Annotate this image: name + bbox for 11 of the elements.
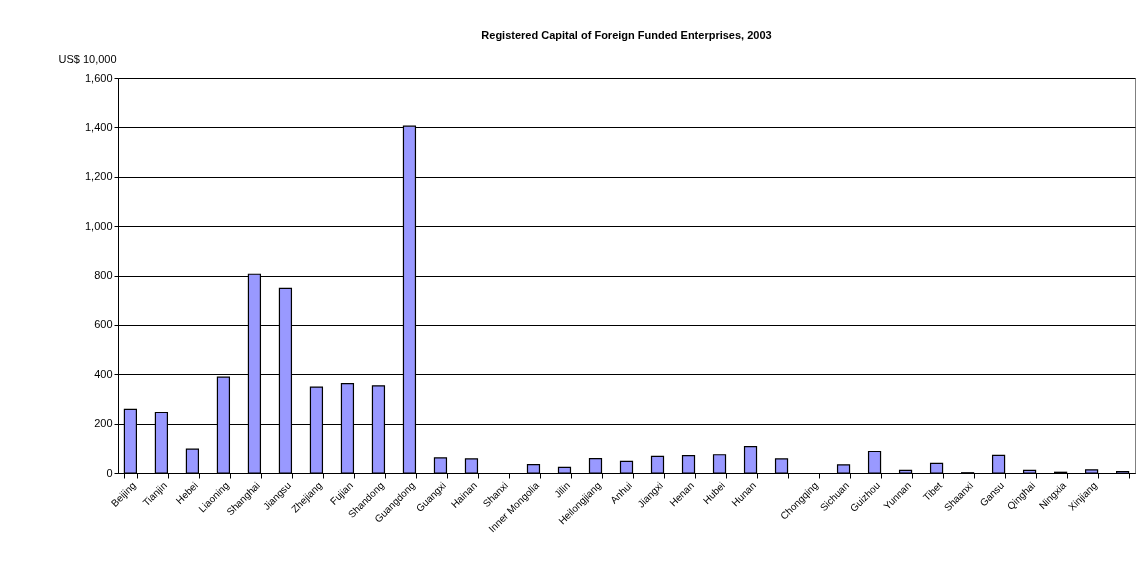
- y-axis-title: US$ 10,000: [58, 52, 117, 65]
- y-tick-label: 1,600: [84, 71, 113, 84]
- chart-title: Registered Capital of Foreign Funded Enterprises, 2003: [481, 29, 772, 41]
- y-tick-label: 1,000: [84, 219, 113, 232]
- y-tick-label: 1,400: [84, 120, 113, 133]
- y-tick-label: 0: [106, 466, 113, 479]
- y-tick-label: 1,200: [84, 170, 113, 183]
- y-tick-label: 200: [94, 417, 113, 430]
- y-tick-label: 800: [94, 269, 113, 281]
- y-tick-label: 400: [94, 367, 113, 380]
- y-tick-label: 600: [94, 318, 113, 331]
